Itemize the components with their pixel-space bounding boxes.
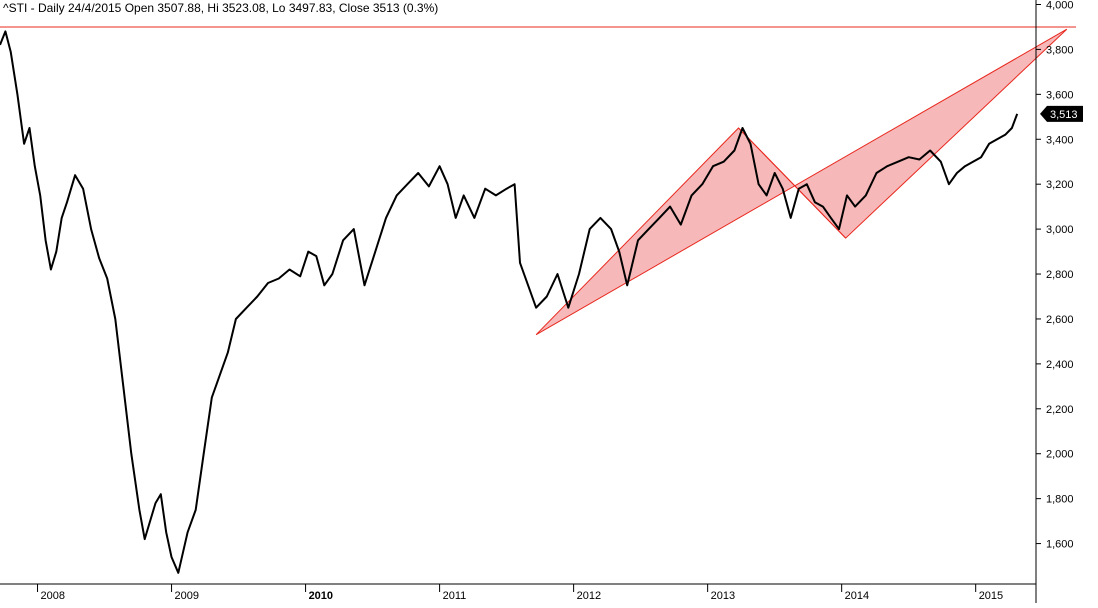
y-tick-label: 1,600	[1046, 539, 1074, 551]
x-tick-label: 2012	[577, 590, 601, 602]
y-tick-label: 2,000	[1046, 449, 1074, 461]
y-tick-label: 3,400	[1046, 134, 1074, 146]
x-tick-label: 2009	[175, 590, 199, 602]
x-tick-label: 2010	[309, 590, 333, 602]
y-tick-label: 2,400	[1046, 359, 1074, 371]
last-value-label: 3,513	[1050, 109, 1078, 121]
x-tick-label: 2015	[979, 590, 1003, 602]
channel-fill	[535, 28, 1068, 336]
y-tick-label: 3,200	[1046, 179, 1074, 191]
y-tick-label: 1,800	[1046, 494, 1074, 506]
x-tick-label: 2008	[41, 590, 65, 602]
y-tick-label: 3,800	[1046, 44, 1074, 56]
y-tick-label: 2,600	[1046, 314, 1074, 326]
x-tick-label: 2014	[845, 590, 869, 602]
y-tick-label: 2,200	[1046, 404, 1074, 416]
y-tick-label: 4,000	[1046, 0, 1074, 11]
price-line	[0, 30, 1019, 574]
y-tick-label: 3,600	[1046, 89, 1074, 101]
x-tick-label: 2013	[711, 590, 735, 602]
x-tick-label: 2011	[443, 590, 467, 602]
trend-segment	[738, 127, 847, 239]
chart-header: ^STI - Daily 24/4/2015 Open 3507.88, Hi …	[3, 1, 439, 15]
y-tick-label: 3,000	[1046, 224, 1074, 236]
last-value-badge	[1040, 105, 1083, 122]
y-tick-label: 2,800	[1046, 269, 1074, 281]
